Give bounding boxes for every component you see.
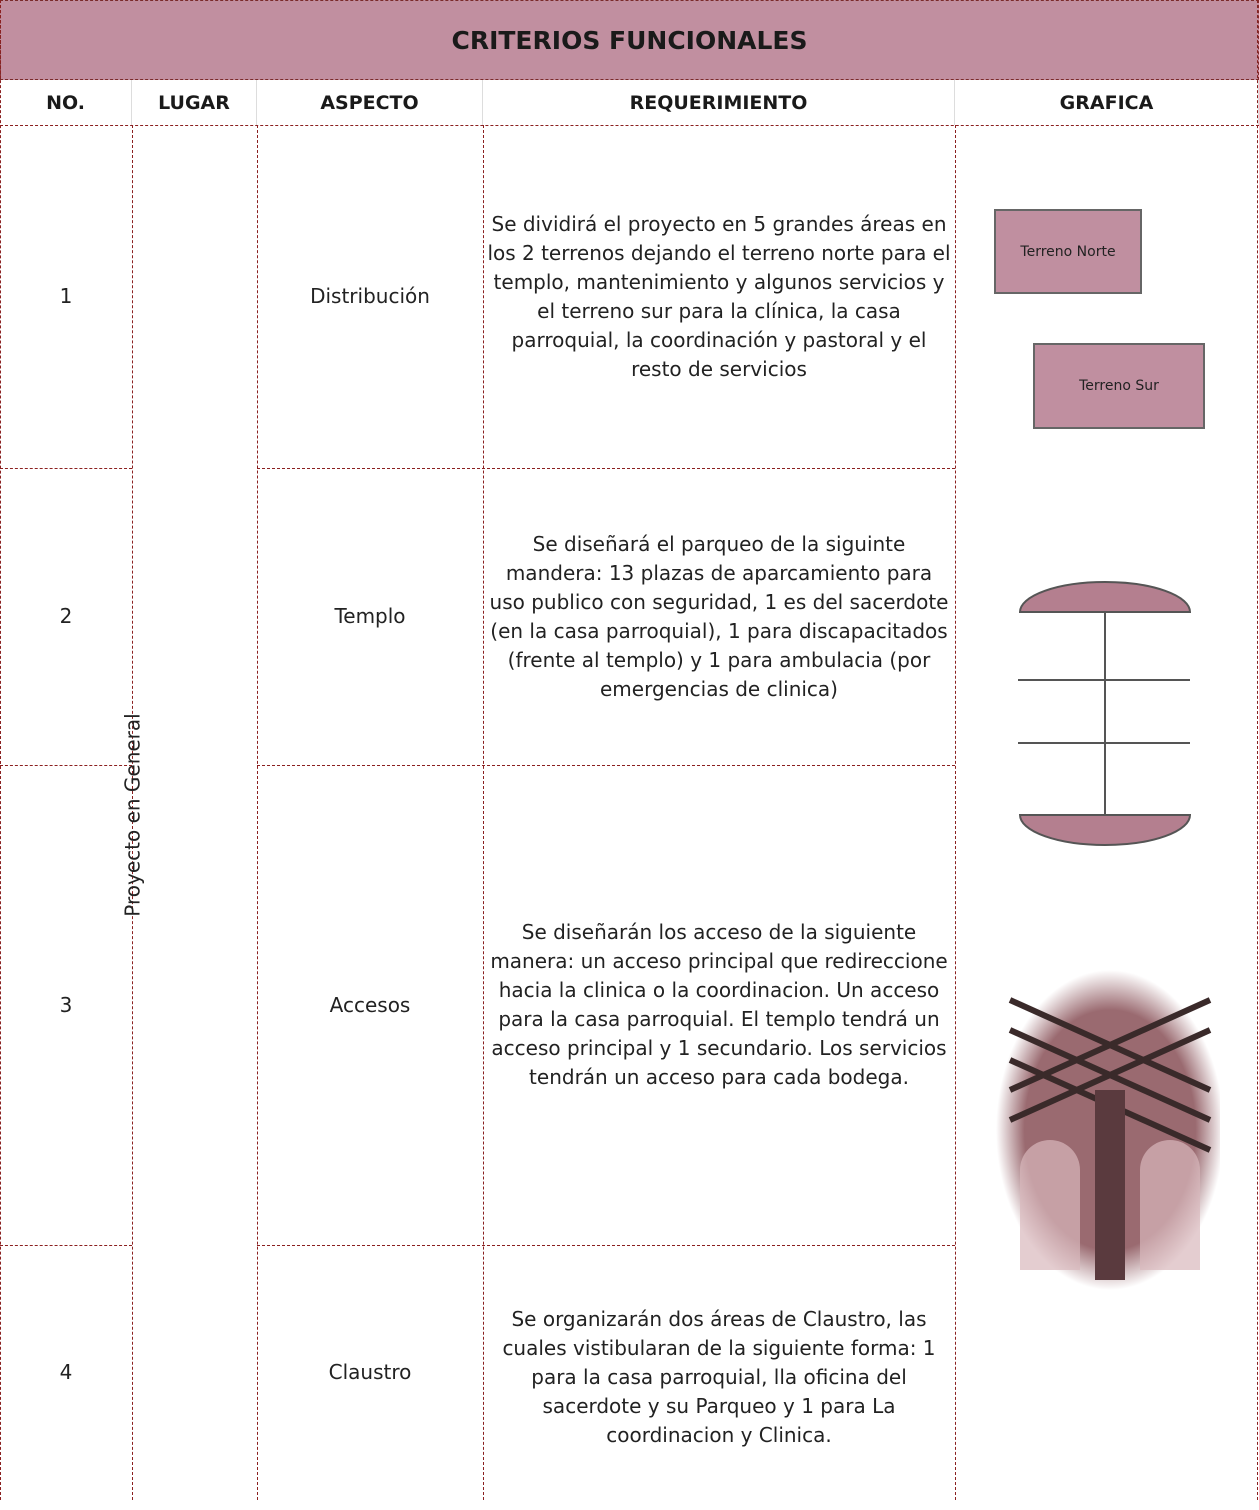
- requirement: Se diseñará el parqueo de la siguinte ma…: [489, 531, 949, 701]
- row-number: 4: [59, 1360, 73, 1384]
- rule: [955, 125, 956, 1500]
- rule: [0, 1245, 132, 1246]
- row-number: 2: [59, 604, 73, 628]
- rule: [257, 468, 955, 469]
- requirement: Se dividirá el proyecto en 5 grandes áre…: [487, 211, 951, 381]
- aspect: Accesos: [329, 992, 411, 1017]
- column-header: GRAFICA: [955, 80, 1259, 125]
- column-header: REQUERIMIENTO: [483, 80, 955, 125]
- rule: [1257, 0, 1258, 1500]
- rule: [132, 125, 133, 1500]
- place: Proyecto en General: [120, 713, 144, 917]
- row-number: 3: [59, 992, 73, 1017]
- row-number: 1: [59, 284, 73, 308]
- rule: [257, 765, 955, 766]
- column-header: LUGAR: [132, 80, 257, 125]
- graphics: [996, 581, 1220, 1290]
- aspect: Distribución: [310, 284, 430, 308]
- column-header: NO.: [0, 80, 132, 125]
- rule: [0, 468, 132, 469]
- requirement: Se organizarán dos áreas de Claustro, la…: [502, 1307, 936, 1447]
- rule: [0, 765, 132, 766]
- title: CRITERIOS FUNCIONALES: [0, 0, 1259, 80]
- rule: [257, 125, 258, 1500]
- rule: [483, 125, 484, 1500]
- terreno-norte: Terreno Norte: [994, 209, 1142, 294]
- terreno-sur: Terreno Sur: [1033, 343, 1205, 429]
- aspect: Claustro: [328, 1360, 412, 1384]
- requirement: Se diseñarán los acceso de la siguiente …: [490, 920, 948, 1089]
- column-header: ASPECTO: [257, 80, 483, 125]
- aspect: Templo: [334, 604, 406, 628]
- rule: [257, 1245, 955, 1246]
- rule: [0, 0, 1, 1500]
- rule: [0, 125, 1259, 126]
